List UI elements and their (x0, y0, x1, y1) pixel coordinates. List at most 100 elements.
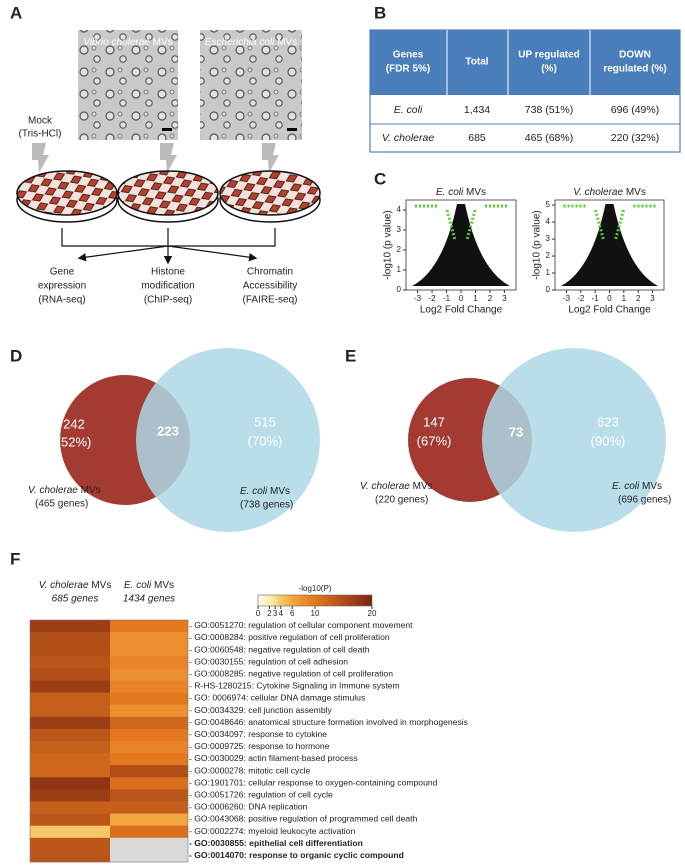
colorbar-tick-label: 20 (368, 609, 377, 618)
heatmap-cell (30, 765, 110, 778)
panel-a: Vibrio cholerae MVs Escherichia coli MVs… (16, 30, 321, 306)
panel-f: -log10(P) 0 2 3 4 6 10 20 V. cholerae MVs 685 gen… (29, 580, 468, 863)
heatmap-cell (30, 668, 110, 681)
heatmap-cell (30, 704, 110, 718)
venn-percent: (67%) (417, 433, 452, 448)
heatmap-cell (110, 801, 188, 814)
heatmap-cell (30, 656, 110, 669)
term-label: - R-HS-1280215: Cytokine Signaling in Im… (189, 681, 400, 691)
plot-title: V. cholerae MVs (573, 187, 646, 198)
x-tick-label: 1 (473, 294, 478, 303)
assay-label: Histone (151, 267, 185, 278)
species: E. coli (612, 481, 640, 492)
panel-label: A (10, 3, 22, 22)
term: GO:0008284: positive regulation of cell … (194, 632, 390, 642)
assay-label: (FAIRE-seq) (242, 295, 297, 306)
table-header: (FDR 5%) (386, 64, 430, 75)
heatmap-cell (30, 680, 110, 693)
venn-count: 623 (597, 414, 619, 429)
table-header: UP regulated (518, 50, 580, 61)
term-label: - GO:0034329: cell junction assembly (189, 705, 333, 715)
y-tick-label: 2 (397, 245, 402, 254)
species: V. cholerae (39, 580, 89, 591)
species: Vibrio cholerae (83, 37, 150, 48)
suffix: MVs (81, 485, 101, 496)
heatmap-cell (110, 825, 188, 839)
term: GO:0034097: response to cytokine (194, 729, 327, 739)
heatmap-frame (29, 619, 189, 863)
term-label: - GO:0030855: epithelial cell differenti… (189, 838, 363, 848)
venn-e: 147 (67%) 73 623 (90%) V. cholerae MVs (… (360, 348, 671, 532)
suffix: MVs (154, 580, 174, 591)
assay-label: Gene (50, 267, 75, 278)
heatmap-cell (30, 632, 110, 645)
heatmap-cell (30, 849, 110, 863)
y-tick-label: 1 (397, 265, 402, 274)
term: GO:0009725: response to hormone (194, 741, 329, 751)
heatmap-cell (30, 728, 110, 742)
panel-label: D (10, 346, 22, 365)
table-header: Genes (393, 50, 424, 61)
table-cell: 738 (51%) (525, 104, 573, 116)
arrow (77, 245, 169, 262)
x-axis-label: Log2 Fold Change (568, 305, 651, 316)
assay-label: modification (141, 281, 194, 292)
panel-label: B (374, 3, 386, 22)
heatmap-cell (110, 753, 188, 766)
y-tick-label: 0 (546, 285, 551, 294)
suffix: MVs (270, 486, 290, 497)
x-tick-label: 1 (622, 294, 627, 303)
x-tick-label: 0 (459, 294, 464, 303)
assay-label: Chromatin (247, 267, 293, 278)
x-tick-label: -1 (592, 294, 600, 303)
colorbar (257, 594, 373, 607)
table: Genes (FDR 5%) Total UP regulated (%) DOWN reg… (369, 29, 681, 153)
arrow (167, 245, 258, 262)
heatmap-cell (30, 741, 110, 754)
assay-labels: Gene expression (RNA-seq) Histone modificati… (38, 267, 298, 306)
assay-label: (ChIP-seq) (144, 295, 192, 306)
table-header-bg (370, 30, 680, 95)
species: E. coli (436, 187, 464, 198)
venn-d: 242 (52%) 223 515 (70%) V. cholerae MVs … (28, 348, 320, 532)
y-tick-label: 3 (546, 234, 551, 243)
table-cell: 465 (68%) (525, 132, 573, 144)
heatmap-cell (110, 620, 188, 633)
heatmap-cell (30, 692, 110, 705)
venn-genes: (465 genes) (35, 499, 88, 510)
plot-title: E. coli MVs (436, 187, 486, 198)
scale-bar (287, 128, 297, 131)
term-label: - GO:1901701: cellular response to oxyge… (189, 778, 438, 788)
heatmap-cell (30, 644, 110, 657)
suffix: MVs (153, 37, 173, 48)
heatmap-cell (30, 777, 110, 790)
heatmap-cell (110, 632, 188, 645)
venn-label: V. cholerae MVs (28, 485, 101, 496)
term-label: - GO:0008284: positive regulation of cel… (189, 632, 390, 642)
heatmap-cell (110, 728, 188, 742)
species: E. coli (124, 580, 152, 591)
x-tick-label: 3 (502, 294, 507, 303)
term-label: - GO:0043068: positive regulation of pro… (189, 814, 418, 824)
micrograph (200, 30, 302, 140)
heatmap-cell (110, 813, 188, 826)
x-axis-label: Log2 Fold Change (420, 305, 503, 316)
micrograph-title: Vibrio cholerae MVs (83, 37, 172, 48)
term-label: - GO:0002274: myeloid leukocyte activati… (189, 826, 355, 836)
heatmap-missing (110, 837, 188, 851)
y-tick-label: 5 (546, 200, 551, 209)
venn-genes: (696 genes) (618, 495, 671, 506)
species: V. cholerae (360, 481, 410, 492)
term: GO:0014070: response to organic cyclic c… (194, 850, 404, 860)
table-header: Total (465, 57, 488, 68)
assay-label: expression (38, 281, 86, 292)
term: GO:0006260: DNA replication (194, 802, 307, 812)
colorbar-tick-label: 3 (273, 609, 278, 618)
assay-label: (RNA-seq) (38, 295, 85, 306)
venn-percent: (90%) (591, 433, 626, 448)
heatmap-cell (110, 765, 188, 778)
venn-percent: (52%) (57, 434, 92, 449)
heatmap-cell (30, 789, 110, 802)
panel-label: F (10, 549, 20, 568)
